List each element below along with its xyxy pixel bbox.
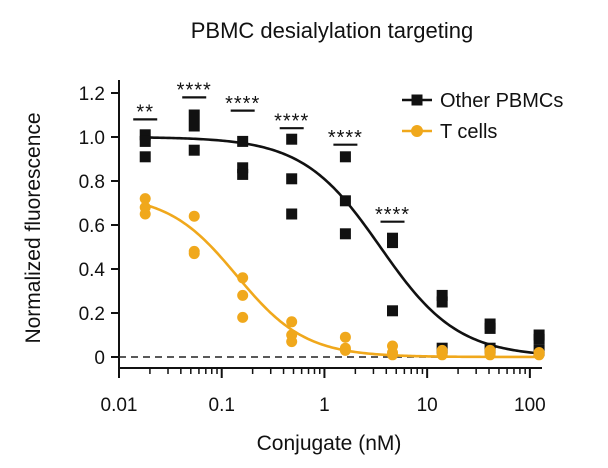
- significance-label: ****: [274, 110, 309, 132]
- point-t-cells: [484, 349, 496, 361]
- point-other-pbmcs: [436, 296, 448, 308]
- point-other-pbmcs: [188, 109, 200, 121]
- point-other-pbmcs: [484, 322, 496, 334]
- chart-title: PBMC desialylation targeting: [191, 18, 473, 43]
- significance-label: ****: [328, 127, 363, 149]
- point-t-cells: [286, 316, 298, 328]
- significance-label: **: [136, 102, 154, 124]
- x-tick-label: 1: [319, 395, 330, 416]
- point-t-cells: [339, 331, 351, 343]
- point-other-pbmcs: [237, 135, 249, 147]
- legend-label-t-cells: T cells: [440, 121, 497, 143]
- legend: Other PBMCs T cells: [402, 90, 563, 143]
- point-other-pbmcs: [139, 151, 151, 163]
- y-tick-label: 1.0: [79, 128, 105, 149]
- point-other-pbmcs: [533, 333, 545, 345]
- point-t-cells: [237, 311, 249, 323]
- significance-label: ****: [375, 204, 410, 226]
- x-tick-label: 100: [514, 395, 546, 416]
- legend-label-other-pbmcs: Other PBMCs: [440, 90, 563, 112]
- point-other-pbmcs: [237, 168, 249, 180]
- point-other-pbmcs: [139, 129, 151, 141]
- point-other-pbmcs: [286, 133, 298, 145]
- point-other-pbmcs: [436, 289, 448, 301]
- fit-curves: [143, 136, 539, 359]
- y-tick-label: 0: [94, 348, 105, 369]
- significance-annotations: **********************: [133, 80, 410, 226]
- point-t-cells: [188, 248, 200, 260]
- point-other-pbmcs: [387, 305, 399, 317]
- data-points: [139, 109, 545, 361]
- point-t-cells: [139, 193, 151, 205]
- point-other-pbmcs: [237, 162, 249, 174]
- y-tick-label: 0.4: [79, 260, 106, 281]
- point-t-cells: [533, 349, 545, 361]
- y-axis-label: Normalized fluorescence: [22, 112, 45, 343]
- point-other-pbmcs: [139, 135, 151, 147]
- y-tick-label: 1.2: [79, 84, 105, 105]
- point-t-cells: [139, 208, 151, 220]
- x-tick-label: 0.1: [209, 395, 235, 416]
- point-other-pbmcs: [339, 228, 351, 240]
- point-other-pbmcs: [339, 195, 351, 207]
- point-t-cells: [188, 210, 200, 222]
- y-tick-label: 0.6: [79, 216, 105, 237]
- significance-label: ****: [225, 93, 260, 115]
- point-other-pbmcs: [286, 173, 298, 185]
- point-t-cells: [286, 336, 298, 348]
- y-tick-label: 0.2: [79, 304, 105, 325]
- point-other-pbmcs: [286, 208, 298, 220]
- point-t-cells: [339, 344, 351, 356]
- legend-marker-other-pbmcs: [411, 94, 423, 106]
- fit-curve-other-pbmcs: [143, 136, 539, 355]
- point-other-pbmcs: [387, 237, 399, 249]
- x-tick-label: 0.01: [101, 395, 138, 416]
- x-axis-label: Conjugate (nM): [257, 432, 402, 455]
- point-t-cells: [237, 272, 249, 284]
- point-t-cells: [436, 349, 448, 361]
- significance-label: ****: [177, 80, 212, 102]
- point-other-pbmcs: [339, 151, 351, 163]
- x-tick-label: 10: [417, 395, 438, 416]
- y-tick-label: 0.8: [79, 172, 105, 193]
- legend-marker-t-cells: [411, 125, 423, 137]
- point-t-cells: [237, 289, 249, 301]
- point-other-pbmcs: [188, 144, 200, 156]
- point-t-cells: [387, 349, 399, 361]
- axes: 0 0.2 0.4 0.6 0.8 1.0 1.2 0.01 0.1 1 10 100: [79, 80, 546, 416]
- point-other-pbmcs: [188, 120, 200, 132]
